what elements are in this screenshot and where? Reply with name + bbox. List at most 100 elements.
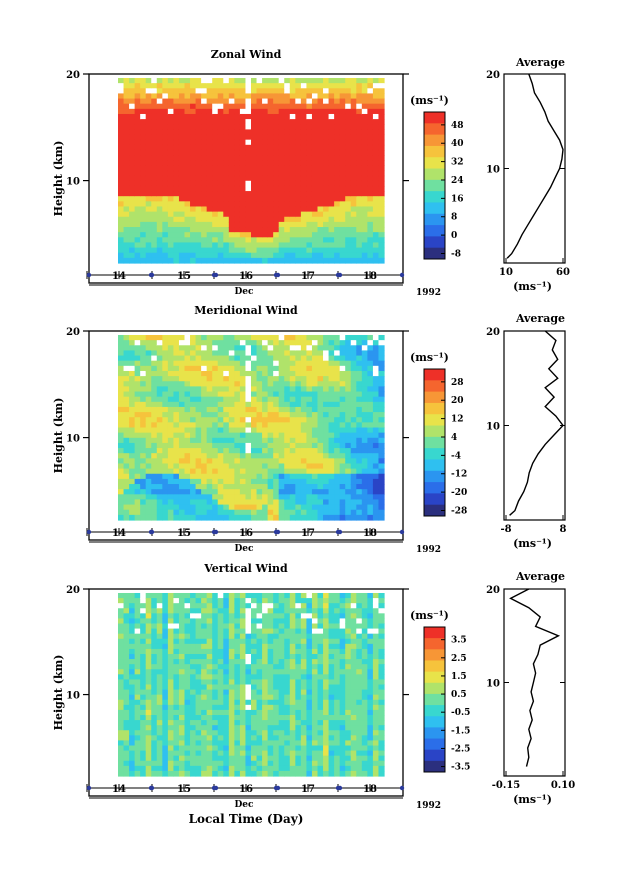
heatmap-cell [300, 463, 308, 470]
heatmap-cell [278, 386, 285, 393]
heatmap-cell [306, 155, 313, 161]
heatmap-cell [273, 679, 280, 686]
heatmap-cell [328, 98, 335, 105]
heatmap-cell [367, 124, 374, 130]
heatmap-cell [323, 417, 330, 423]
heatmap-cell [195, 740, 202, 747]
heatmap-cell [156, 765, 163, 772]
heatmap-cell [134, 108, 141, 115]
heatmap-cell [273, 139, 280, 146]
heatmap-cell [300, 401, 308, 408]
heatmap-cell [367, 355, 374, 362]
heatmap-cell [267, 401, 274, 408]
heatmap-cell [256, 365, 263, 372]
heatmap-cell [190, 386, 197, 393]
heatmap-cell [162, 160, 169, 166]
heatmap-cell [223, 227, 230, 233]
colorbar-band [424, 436, 445, 449]
heatmap-cell [278, 659, 285, 665]
heatmap-cell [245, 175, 252, 182]
heatmap-cell [156, 345, 163, 352]
heatmap-cell [306, 350, 313, 357]
heatmap-cell [206, 242, 213, 249]
heatmap-cell [289, 633, 296, 640]
heatmap-cell [195, 247, 202, 254]
heatmap-cell [273, 720, 280, 726]
heatmap-cell [195, 98, 202, 105]
heatmap-cell [295, 247, 302, 254]
heatmap-cell [140, 643, 147, 650]
heatmap-cell [217, 93, 224, 100]
heatmap-cell [284, 381, 291, 387]
heatmap-cell [162, 689, 169, 696]
heatmap-cell [212, 155, 219, 161]
heatmap-cell [256, 175, 263, 182]
heatmap-cell [151, 88, 158, 95]
heatmap-cell [251, 468, 258, 475]
heatmap-cell [256, 134, 263, 141]
heatmap-cell [295, 684, 302, 691]
heatmap-cell [251, 473, 258, 480]
heatmap-cell [212, 139, 219, 146]
heatmap-cell [134, 694, 141, 701]
heatmap-cell [323, 237, 330, 244]
heatmap-cell [262, 78, 269, 84]
heatmap-cell [173, 129, 180, 136]
heatmap-cell [212, 669, 219, 675]
heatmap-cell [162, 730, 169, 736]
heatmap-cell [118, 654, 125, 660]
heatmap-cell [267, 386, 274, 393]
heatmap-cell [223, 679, 230, 686]
heatmap-cell [372, 473, 380, 480]
heatmap-cell [228, 185, 235, 192]
heatmap-cell [212, 760, 219, 767]
heatmap-cell [140, 175, 147, 182]
heatmap-cell [306, 185, 313, 192]
heatmap-cell [201, 180, 208, 187]
heatmap-cell [118, 175, 125, 182]
heatmap-cell [273, 381, 280, 387]
heatmap-cell [356, 113, 363, 120]
heatmap-cell [300, 155, 308, 161]
heatmap-cell [212, 638, 219, 645]
heatmap-cell [289, 720, 296, 726]
heatmap-cell [256, 185, 263, 192]
heatmap-cell [278, 88, 285, 95]
heatmap-cell [184, 221, 191, 228]
heatmap-cell [195, 360, 202, 367]
heatmap-cell [223, 745, 230, 752]
heatmap-cell [190, 504, 197, 511]
heatmap-cell [178, 165, 186, 172]
heatmap-cell [306, 381, 313, 387]
heatmap-cell [129, 406, 136, 413]
heatmap-cell [295, 669, 302, 675]
heatmap-cell [311, 201, 319, 208]
heatmap-cell [334, 78, 341, 84]
heatmap-cell [162, 633, 169, 640]
heatmap-cell [317, 350, 324, 357]
x-tick-label: 15 [177, 528, 191, 539]
heatmap-cell [328, 504, 335, 511]
heatmap-cell [306, 489, 313, 495]
heatmap-cell [167, 196, 175, 202]
heatmap-cell [273, 247, 280, 254]
heatmap-cell [228, 232, 235, 238]
heatmap-cell [162, 623, 169, 630]
heatmap-cell [123, 216, 130, 223]
heatmap-cell [151, 623, 158, 630]
heatmap-cell [262, 648, 269, 655]
heatmap-cell [378, 113, 385, 120]
heatmap-cell [201, 489, 208, 495]
month-label: Dec [234, 287, 254, 297]
heatmap-cell [217, 113, 224, 120]
heatmap-cell [372, 350, 380, 357]
heatmap-cell [173, 765, 180, 772]
heatmap-cell [151, 113, 158, 120]
heatmap-cell [206, 252, 213, 259]
heatmap-cell [217, 745, 224, 752]
heatmap-cell [129, 376, 136, 382]
heatmap-cell [284, 468, 291, 475]
heatmap-cell [284, 139, 291, 146]
heatmap-cell [134, 365, 141, 372]
heatmap-cell [228, 401, 235, 408]
